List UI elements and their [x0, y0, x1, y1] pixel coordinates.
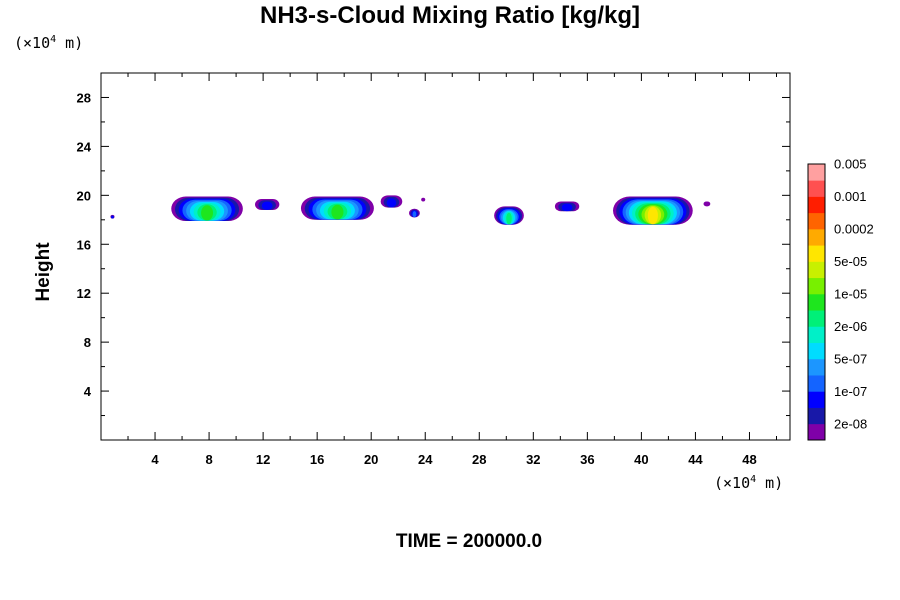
x-tick-label: 8 — [205, 452, 212, 467]
colorbar-swatch — [808, 375, 825, 392]
y-tick-label: 20 — [77, 188, 91, 203]
x-tick-label: 48 — [742, 452, 756, 467]
colorbar-swatch — [808, 180, 825, 197]
colorbar-label: 2e-08 — [834, 416, 867, 431]
colorbar-label: 2e-06 — [834, 319, 867, 334]
colorbar-label: 0.0002 — [834, 221, 874, 236]
cloud-level — [331, 204, 344, 220]
y-tick-label: 16 — [77, 237, 91, 252]
cloud-level — [412, 211, 417, 218]
cloud-level — [506, 212, 512, 225]
colorbar-swatch — [808, 212, 825, 230]
y-axis-unit: (×104 m) — [14, 34, 84, 52]
cloud-blob — [703, 201, 711, 207]
cloud-blob — [110, 214, 115, 219]
colorbar-label: 5e-05 — [834, 254, 867, 269]
x-tick-label: 16 — [310, 452, 324, 467]
cloud-blob — [554, 201, 580, 212]
cloud-level — [421, 197, 426, 202]
colorbar: 2e-08 1e-07 5e-07 2e-06 1e-05 5e-05 0.0002 0.00… — [807, 157, 874, 441]
cloud-field — [110, 195, 711, 225]
y-tick-label: 4 — [84, 384, 92, 399]
y-tick-label: 8 — [84, 335, 91, 350]
colorbar-swatch — [808, 358, 825, 376]
colorbar-frame — [807, 163, 826, 441]
cloud-level — [201, 205, 214, 221]
colorbar-swatch — [808, 407, 825, 425]
plot-frame — [100, 72, 791, 441]
colorbar-swatch — [808, 293, 825, 311]
cloud-level — [561, 203, 573, 212]
colorbar-swatch — [808, 391, 825, 408]
x-tick-label: 36 — [580, 452, 594, 467]
cloud-level — [261, 201, 273, 210]
x-tick-label: 28 — [472, 452, 486, 467]
cloud-level — [647, 206, 658, 225]
x-tick-label: 40 — [634, 452, 648, 467]
colorbar-label: 1e-07 — [834, 384, 867, 399]
x-tick-label: 20 — [364, 452, 378, 467]
colorbar-label: 0.005 — [834, 157, 867, 172]
chart-title: NH3-s-Cloud Mixing Ratio [kg/kg] — [260, 2, 640, 29]
x-tick-label: 4 — [151, 452, 159, 467]
cloud-level — [703, 201, 711, 207]
colorbar-swatch — [808, 310, 825, 327]
x-tick-label: 32 — [526, 452, 540, 467]
cloud-blob — [613, 196, 693, 225]
colorbar-swatch — [808, 423, 825, 441]
colorbar-swatch — [808, 196, 825, 214]
x-tick-label: 44 — [688, 452, 703, 467]
colorbar-swatch — [808, 326, 825, 343]
cloud-level — [111, 215, 114, 219]
cloud-level — [386, 198, 397, 208]
cloud-blob — [171, 196, 243, 222]
colorbar-swatch — [808, 228, 825, 246]
cloud-blob — [421, 197, 426, 202]
x-tick-label: 12 — [256, 452, 270, 467]
cloud-blob — [380, 195, 403, 208]
colorbar-swatch — [808, 245, 825, 262]
y-tick-label: 24 — [77, 139, 92, 154]
colorbar-label: 1e-05 — [834, 286, 867, 301]
cloud-blob — [255, 199, 280, 211]
x-tick-label: 24 — [418, 452, 433, 467]
colorbar-swatch — [808, 342, 825, 360]
colorbar-swatch — [808, 261, 825, 279]
x-axis-unit: (×104 m) — [714, 474, 784, 492]
cloud-blob — [409, 208, 420, 218]
colorbar-label: 5e-07 — [834, 351, 867, 366]
colorbar-swatch — [808, 164, 825, 181]
cloud-blob — [494, 206, 524, 225]
colorbar-swatch — [808, 277, 825, 295]
time-label: TIME = 200000.0 — [395, 531, 543, 552]
cloud-blob — [300, 196, 374, 220]
colorbar-label: 0.001 — [834, 189, 867, 204]
y-tick-label: 28 — [77, 90, 91, 105]
y-tick-label: 12 — [77, 286, 91, 301]
